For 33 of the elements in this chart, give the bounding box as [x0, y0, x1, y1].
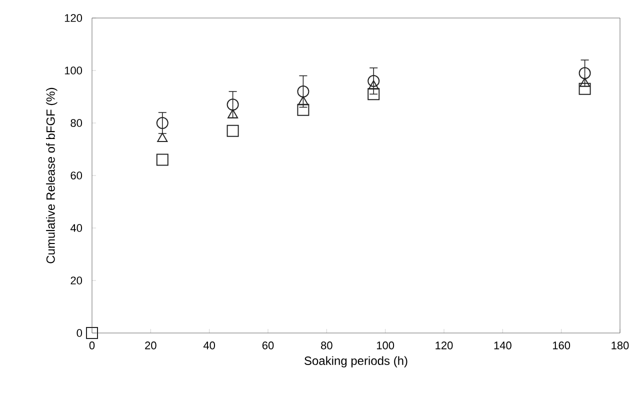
x-tick-label: 140: [494, 342, 512, 350]
y-tick-label: 0: [76, 329, 82, 337]
x-tick-label: 80: [321, 342, 332, 350]
point: [368, 88, 380, 100]
point: [156, 154, 168, 166]
point: [578, 82, 591, 95]
y-tick-label: 40: [70, 224, 82, 232]
point: [228, 109, 238, 118]
point: [580, 78, 590, 87]
y-tick-label: 20: [70, 276, 82, 284]
y-axis-title: Cumulative Release of bFGF (%): [46, 88, 58, 264]
point: [226, 124, 239, 137]
point: [298, 96, 308, 106]
x-tick-label: 100: [376, 342, 394, 350]
y-tick-label: 100: [64, 66, 82, 74]
x-tick-label: 0: [89, 342, 95, 350]
point: [297, 86, 310, 98]
y-tick-label: 120: [64, 14, 82, 22]
x-tick-label: 20: [145, 342, 156, 350]
point: [86, 327, 98, 339]
x-axis-title: Soaking periods (h): [304, 356, 408, 368]
point: [368, 75, 380, 87]
x-tick-label: 60: [262, 342, 274, 350]
point: [156, 117, 168, 129]
y-tick-label: 80: [70, 119, 82, 127]
point: [226, 98, 239, 111]
x-tick-label: 180: [612, 342, 629, 350]
point: [578, 67, 591, 80]
x-tick-label: 120: [436, 342, 453, 350]
point: [297, 104, 310, 116]
y-tick-label: 60: [70, 172, 82, 180]
x-tick-label: 160: [552, 342, 570, 350]
x-tick-label: 40: [203, 342, 216, 350]
